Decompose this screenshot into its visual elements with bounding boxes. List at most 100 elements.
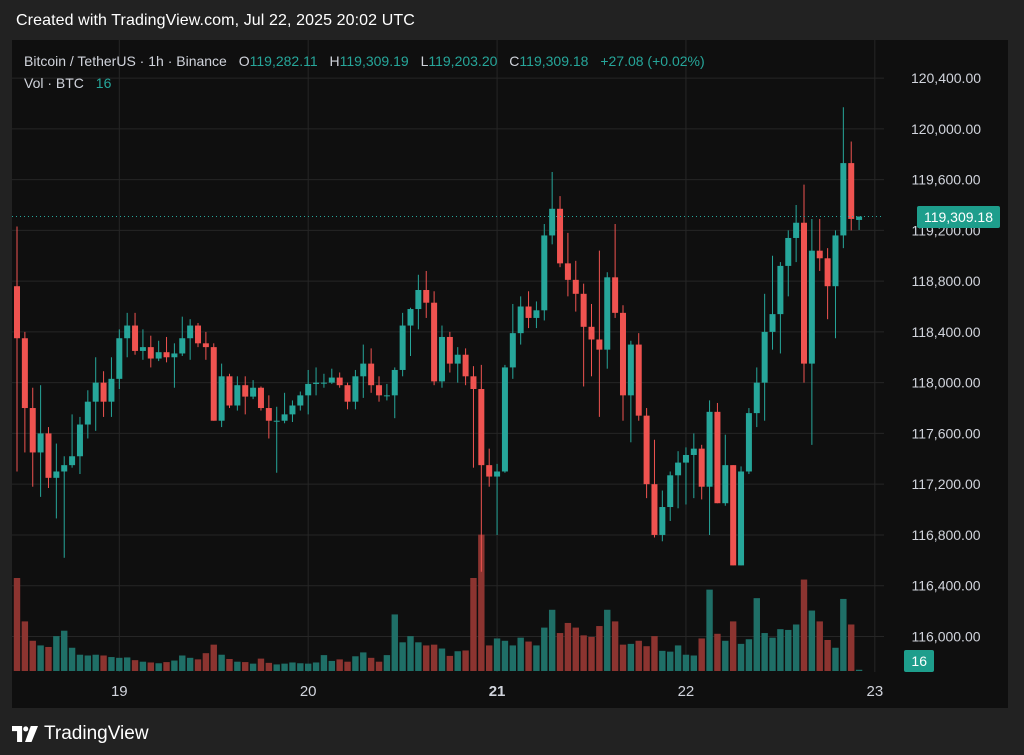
- chart-panel[interactable]: 120,400.00 120,000.00 119,600.00 119,200.00…: [12, 40, 1008, 708]
- last-volume-tag: 16: [904, 650, 934, 672]
- price-axis-tick-label: 116,800.00: [911, 527, 980, 543]
- volume-bar: [611, 621, 619, 671]
- candle-body: [53, 471, 60, 478]
- candle-body: [454, 354, 461, 364]
- candle-body: [659, 507, 666, 535]
- candle-body: [698, 448, 705, 487]
- volume-bar: [525, 641, 532, 671]
- candle-body: [462, 354, 469, 377]
- volume-bar: [92, 654, 99, 671]
- volume-bar: [438, 648, 446, 671]
- volume-bar: [792, 624, 800, 671]
- volume-bar: [659, 650, 666, 671]
- volume-bar: [100, 655, 107, 671]
- candle-body: [824, 258, 831, 287]
- price-axis-tick-label: 117,600.00: [911, 425, 980, 441]
- candle-body: [84, 401, 91, 425]
- candle-body: [415, 290, 422, 310]
- candle-body: [139, 347, 146, 351]
- footer-brand[interactable]: TradingView: [12, 720, 149, 748]
- volume-bar: [139, 661, 147, 671]
- volume-bar: [541, 627, 548, 671]
- price-axis-tick-label: 116,400.00: [911, 578, 980, 594]
- time-axis-tick-label: 20: [300, 683, 317, 700]
- volume-bar: [194, 659, 202, 671]
- candle-body: [320, 382, 327, 384]
- symbol-label[interactable]: Bitcoin / TetherUS · 1h · Binance: [24, 53, 227, 69]
- candle-body: [753, 382, 760, 414]
- candle-body: [171, 353, 178, 358]
- candle-body: [423, 290, 430, 303]
- candle-body: [470, 376, 477, 389]
- candle-body: [525, 306, 532, 318]
- open-value: 119,282.11: [249, 53, 318, 69]
- volume-bar: [37, 645, 44, 671]
- volume-bar: [257, 658, 265, 671]
- volume-bar: [171, 660, 178, 671]
- time-axis-tick-label: 19: [111, 683, 128, 700]
- volume-bar: [698, 638, 705, 671]
- candle-body: [501, 367, 508, 472]
- candle-body: [195, 325, 202, 344]
- change-value: +27.08 (+0.02%): [600, 53, 705, 69]
- volume-bar: [304, 663, 312, 671]
- volume-bar: [234, 661, 241, 671]
- volume-bar: [729, 621, 737, 671]
- volume-bar: [840, 598, 847, 671]
- volume-bar: [643, 646, 650, 671]
- volume-bar: [53, 636, 60, 671]
- volume-bar: [690, 655, 698, 671]
- volume-bar: [76, 654, 84, 671]
- candle-body: [344, 385, 351, 402]
- candle-body: [368, 363, 375, 386]
- footer-brand-name: TradingView: [44, 723, 149, 744]
- candle-body: [100, 382, 107, 402]
- candlestick-chart[interactable]: 120,400.00120,000.00119,600.00119,200.00…: [12, 40, 1008, 708]
- volume-bar: [737, 643, 745, 671]
- last-price-tag: 119,309.18: [916, 205, 1000, 228]
- volume-bar: [548, 609, 556, 671]
- candle-body: [116, 338, 123, 379]
- volume-bar: [210, 644, 217, 671]
- volume-bar: [627, 643, 635, 671]
- price-axis-tick-label: 120,400.00: [911, 70, 981, 86]
- candle-body: [801, 222, 807, 364]
- volume-bar: [123, 657, 131, 671]
- candle-body: [533, 310, 540, 318]
- volume-bar: [61, 630, 68, 671]
- candle-body: [745, 413, 752, 472]
- candle-body: [517, 306, 524, 334]
- volume-bar: [635, 640, 642, 671]
- candle-body: [376, 385, 383, 396]
- volume-bar: [596, 626, 603, 671]
- volume-bar: [367, 657, 375, 671]
- volume-bar: [533, 645, 540, 671]
- volume-bar: [509, 645, 517, 671]
- volume-bar: [29, 640, 36, 671]
- volume-row: Vol · BTC 16: [24, 72, 705, 94]
- candle-body: [604, 277, 611, 350]
- volume-bar: [785, 629, 792, 671]
- candle-body: [722, 465, 729, 504]
- price-axis-tick-label: 118,800.00: [911, 273, 980, 289]
- volume-bar: [226, 658, 233, 671]
- volume-bar: [769, 637, 776, 671]
- volume-bar: [493, 638, 501, 671]
- price-axis-tick-label: 120,000.00: [911, 121, 981, 137]
- volume-bar: [383, 655, 391, 671]
- candle-body: [226, 376, 233, 406]
- volume-bar: [478, 534, 485, 671]
- candle-body: [391, 369, 398, 396]
- candle-body: [289, 405, 296, 415]
- close-label: C: [509, 53, 520, 69]
- volume-bar: [714, 633, 721, 671]
- candle-body: [619, 312, 626, 396]
- candle-body: [352, 376, 359, 402]
- volume-bar: [289, 662, 296, 671]
- volume-label[interactable]: Vol · BTC: [24, 75, 84, 91]
- volume-bar: [186, 657, 194, 671]
- candle-body: [769, 314, 776, 332]
- candle-body: [179, 338, 186, 354]
- candle-body: [494, 471, 501, 477]
- candle-body: [730, 465, 737, 566]
